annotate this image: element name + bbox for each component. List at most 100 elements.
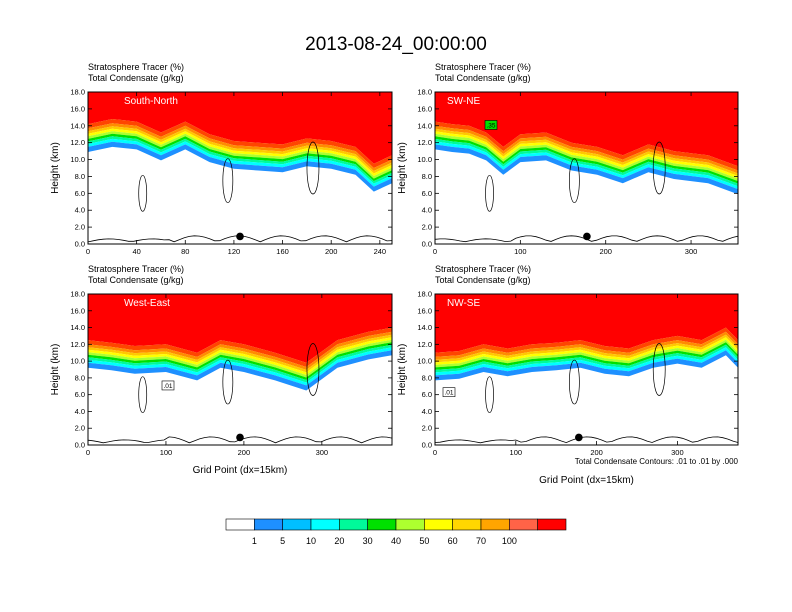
tracer-band-7 — [88, 138, 392, 187]
subtitle-condensate: Total Condensate (g/kg) — [88, 275, 184, 285]
colorbar-swatch — [367, 518, 397, 531]
tracer-band-0 — [435, 121, 738, 171]
colorbar-label: 10 — [306, 536, 316, 546]
y-tick-label: 16.0 — [70, 104, 85, 113]
plot-frame — [87, 91, 393, 245]
condensate-contour-cloud — [306, 141, 320, 195]
colorbar-label: 70 — [476, 536, 486, 546]
contour-label: .01 — [444, 390, 453, 397]
tracer-band-6 — [435, 138, 738, 187]
tracer-band-4 — [435, 339, 738, 368]
x-axis-label: Grid Point (dx=15km) — [539, 475, 634, 486]
tracer-field-100 — [88, 294, 392, 363]
subtitle-tracer: Stratosphere Tracer (%) — [88, 62, 184, 72]
plot-area — [88, 92, 392, 244]
tracer-band-0 — [88, 119, 392, 168]
x-tick-label: 40 — [132, 247, 140, 256]
y-tick-label: 14.0 — [70, 121, 85, 130]
x-tick-label: 100 — [510, 448, 523, 457]
condensate-contour-cloud — [652, 141, 666, 195]
colorbar-label: 100 — [502, 536, 517, 546]
x-tick-label: 80 — [181, 247, 189, 256]
location-marker — [575, 433, 583, 442]
x-tick-label: 0 — [433, 247, 437, 256]
colorbar-swatch — [395, 518, 425, 531]
y-axis-label: Height (km) — [50, 344, 61, 396]
tracer-band-1 — [435, 331, 738, 360]
y-tick-label: 10.0 — [417, 155, 432, 164]
plot-area — [435, 92, 738, 244]
condensate-contour-cloud — [306, 343, 320, 396]
x-tick-label: 300 — [316, 448, 329, 457]
y-axis-label: Height (km) — [397, 142, 408, 194]
colorbar-swatch — [480, 518, 510, 531]
colorbar: 1 5 10 20 30 40 50 60 70 100 — [225, 518, 567, 546]
y-tick-label: 16.0 — [417, 104, 432, 113]
colorbar-swatch — [537, 518, 567, 531]
y-axis-label: Height (km) — [397, 344, 408, 396]
tracer-band-8 — [435, 350, 738, 381]
x-tick-label: 120 — [228, 247, 241, 256]
x-tick-label: 200 — [599, 247, 612, 256]
colorbar-label: 5 — [280, 536, 285, 546]
tracer-band-6 — [88, 136, 392, 184]
tracer-band-8 — [435, 144, 738, 195]
y-tick-label: 4.0 — [75, 407, 85, 416]
y-tick-label: 10.0 — [70, 155, 85, 164]
y-tick-label: 0.0 — [75, 441, 85, 450]
y-tick-label: 6.0 — [75, 390, 85, 399]
y-tick-label: 8.0 — [422, 172, 432, 181]
y-tick-label: 8.0 — [75, 172, 85, 181]
tracer-field-100 — [88, 92, 392, 164]
x-tick-label: 0 — [86, 247, 90, 256]
tracer-field-100 — [435, 294, 738, 353]
colorbar-label: 40 — [391, 536, 401, 546]
x-tick-label: 300 — [671, 448, 684, 457]
condensate-contour-cloud — [138, 376, 148, 414]
tracer-band-4 — [88, 339, 392, 378]
tracer-band-1 — [88, 123, 392, 171]
tracer-band-0 — [435, 327, 738, 357]
panel-label: South-North — [124, 96, 178, 107]
colorbar-swatch — [509, 518, 538, 531]
plot-frame — [434, 91, 739, 245]
tracer-band-2 — [88, 334, 392, 373]
y-tick-label: 4.0 — [422, 407, 432, 416]
y-tick-label: 4.0 — [75, 206, 85, 215]
plot-frame — [87, 293, 393, 446]
y-tick-label: 0.0 — [75, 240, 85, 249]
contour-label: .35 — [486, 122, 495, 129]
x-tick-label: 200 — [590, 448, 603, 457]
y-tick-label: 0.0 — [422, 441, 432, 450]
x-tick-label: 240 — [374, 247, 387, 256]
contour-label-box — [161, 380, 175, 391]
condensate-contour-surface — [435, 436, 738, 444]
condensate-contour-cloud — [222, 158, 234, 204]
y-tick-label: 10.0 — [70, 357, 85, 366]
plot-area — [435, 294, 738, 445]
y-tick-label: 2.0 — [75, 424, 85, 433]
tracer-band-8 — [88, 350, 392, 391]
colorbar-swatch — [225, 518, 255, 531]
tracer-band-3 — [88, 337, 392, 375]
condensate-contour-cloud — [569, 158, 580, 204]
condensate-contour-cloud — [569, 359, 580, 405]
x-tick-label: 0 — [86, 448, 90, 457]
subtitle-tracer: Stratosphere Tracer (%) — [88, 264, 184, 274]
tracer-band-7 — [435, 347, 738, 376]
tracer-band-1 — [88, 331, 392, 370]
y-tick-label: 6.0 — [75, 189, 85, 198]
x-axis-label: Grid Point (dx=15km) — [193, 465, 288, 476]
colorbar-label: 50 — [419, 536, 429, 546]
tracer-band-4 — [435, 133, 738, 182]
y-tick-label: 0.0 — [422, 240, 432, 249]
condensate-contour-cloud — [652, 343, 666, 396]
colorbar-label: 60 — [448, 536, 458, 546]
tracer-band-7 — [435, 141, 738, 190]
y-tick-label: 4.0 — [422, 206, 432, 215]
y-tick-label: 10.0 — [417, 357, 432, 366]
y-tick-label: 2.0 — [75, 223, 85, 232]
contour-label-box — [484, 120, 498, 130]
panel-label: SW-NE — [447, 96, 480, 107]
tracer-band-3 — [88, 128, 392, 176]
